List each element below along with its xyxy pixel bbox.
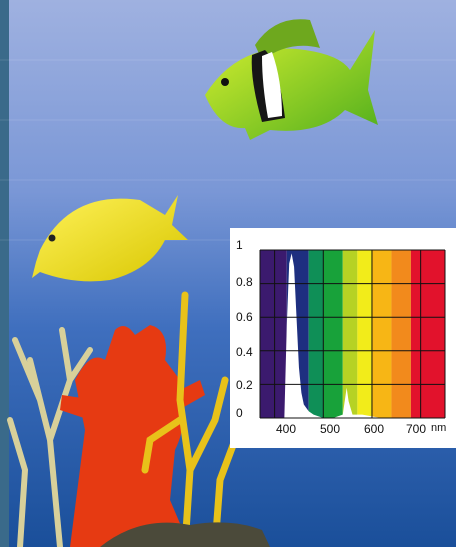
x-tick-label: 500 <box>320 422 341 436</box>
y-tick-label: 0.4 <box>236 345 253 359</box>
white-coral <box>7 327 93 547</box>
color-band <box>342 250 358 418</box>
left-edge-reef <box>0 0 9 547</box>
spectrum-curve <box>284 253 421 418</box>
color-band <box>323 250 343 418</box>
grid-lines <box>259 249 446 419</box>
yellow-tang-fish <box>32 195 188 282</box>
clownfish <box>205 19 378 140</box>
color-band <box>410 250 445 418</box>
y-tick-label: 1 <box>236 238 243 252</box>
color-band <box>357 250 372 418</box>
y-tick-label: 0.8 <box>236 275 253 289</box>
spectrum-chart <box>259 249 446 419</box>
x-tick-label: 600 <box>364 422 385 436</box>
spectrum-chart-panel: 1 0.8 0.6 0.4 0.2 0 400 500 600 700 nm <box>230 228 456 448</box>
color-band <box>260 250 287 418</box>
color-bands <box>260 250 445 418</box>
x-tick-label: 700 <box>406 422 427 436</box>
color-band <box>308 250 324 418</box>
color-band <box>371 250 392 418</box>
x-tick-label: 400 <box>276 422 297 436</box>
y-tick-label: 0.2 <box>236 378 253 392</box>
y-tick-label: 0.6 <box>236 310 253 324</box>
x-unit-label: nm <box>431 422 447 434</box>
rock <box>100 522 270 547</box>
y-tick-label: 0 <box>236 406 243 420</box>
color-band <box>391 250 411 418</box>
